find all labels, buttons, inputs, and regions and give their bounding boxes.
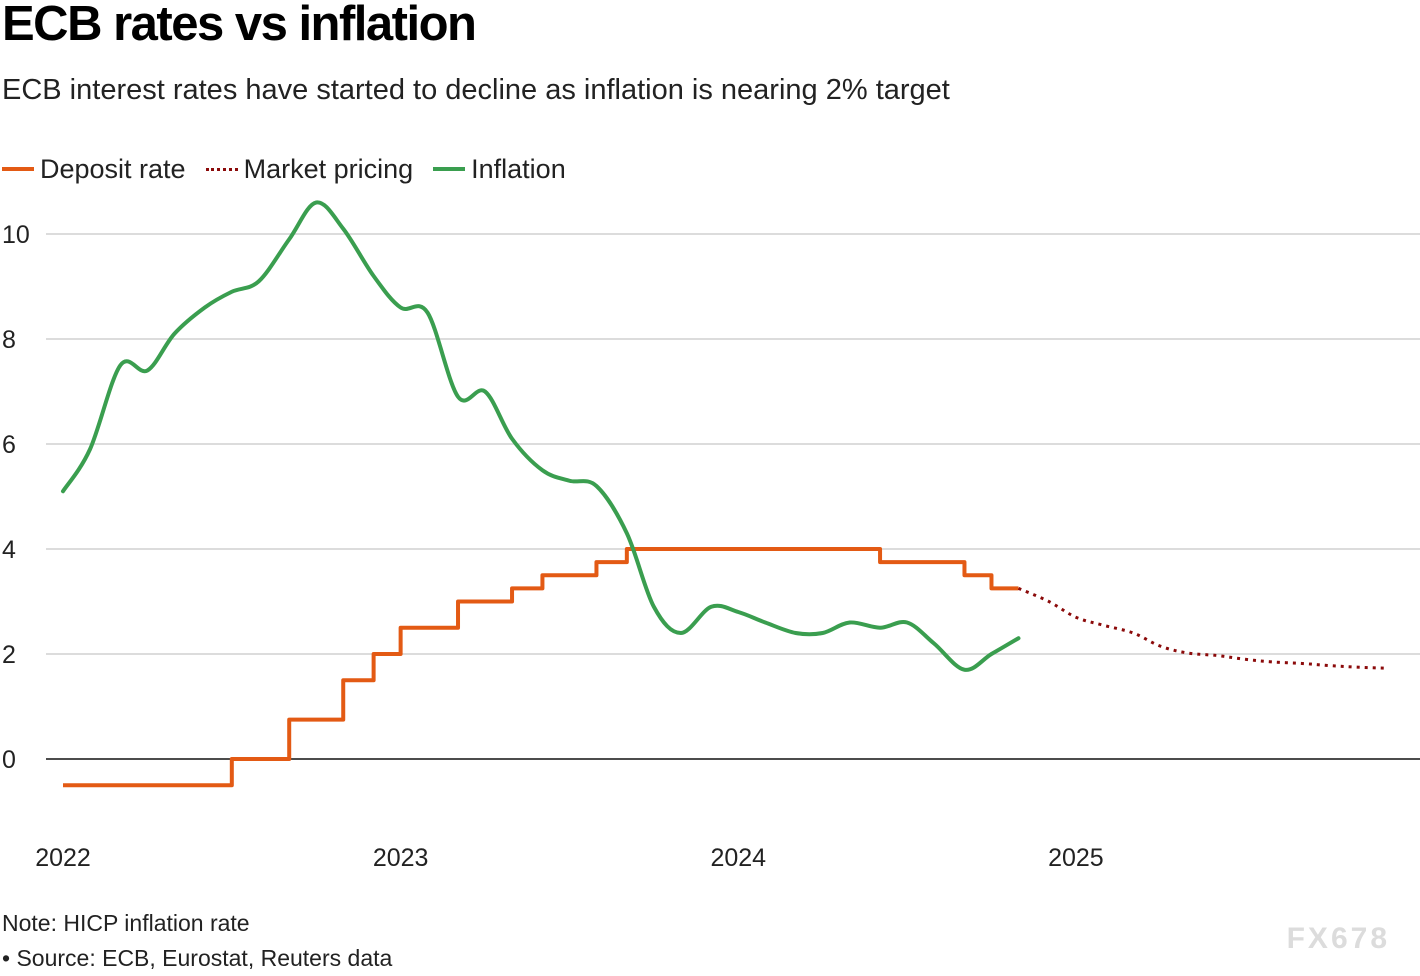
y-tick-label: 0	[2, 746, 16, 774]
y-tick-label: 2	[2, 641, 16, 669]
y-tick-label: 10	[2, 221, 30, 249]
legend-item-inflation: Inflation	[433, 154, 566, 185]
legend-label-inflation: Inflation	[471, 153, 566, 184]
legend-item-deposit-rate: Deposit rate	[2, 154, 186, 185]
watermark-logo: FX678	[1286, 922, 1390, 955]
series-line-deposit-rate	[63, 547, 1019, 788]
chart-subtitle: ECB interest rates have started to decli…	[2, 74, 950, 106]
y-tick-label: 8	[2, 326, 16, 354]
x-tick-label: 2024	[710, 844, 766, 872]
chart-notes: Note: HICP inflation rate • Source: ECB,…	[2, 906, 392, 976]
note-text: Note: HICP inflation rate	[2, 910, 250, 936]
series-line-inflation	[61, 200, 1021, 672]
legend-swatch-deposit-rate	[2, 167, 34, 171]
y-tick-label: 4	[2, 536, 16, 564]
legend-label-market-pricing: Market pricing	[243, 153, 414, 184]
chart-title: ECB rates vs inflation	[2, 0, 477, 51]
legend-swatch-market-pricing	[205, 167, 238, 171]
x-tick-label: 2022	[35, 844, 91, 872]
legend-item-market-pricing: Market pricing	[205, 153, 414, 185]
source-text: • Source: ECB, Eurostat, Reuters data	[2, 945, 393, 971]
x-tick-label: 2025	[1048, 844, 1104, 872]
series-line-market-pricing	[1017, 586, 1387, 670]
legend-swatch-inflation	[433, 167, 466, 171]
y-tick-label: 6	[2, 431, 16, 459]
x-tick-label: 2023	[373, 844, 429, 872]
line-chart: 0 2 4 6 8 10 2022 2023 2024 2025	[2, 200, 1420, 872]
legend: Deposit rate Market pricing Inflation	[2, 152, 586, 186]
legend-label-deposit-rate: Deposit rate	[40, 153, 186, 184]
